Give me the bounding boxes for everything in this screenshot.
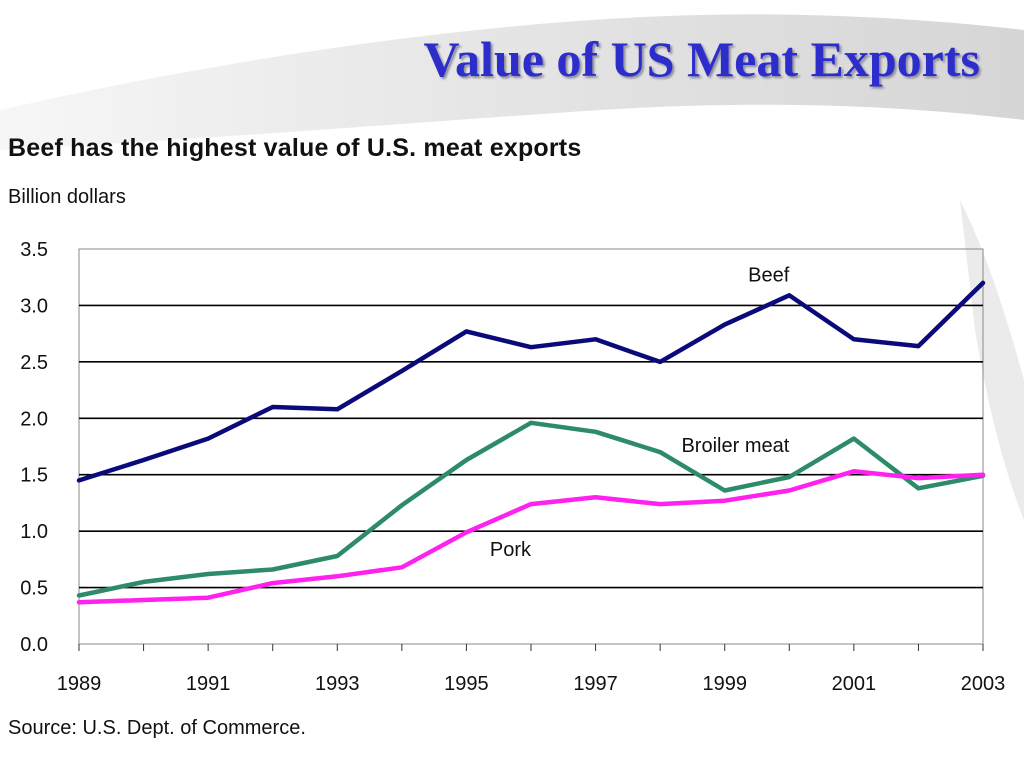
y-tick-label: 1.0 bbox=[20, 521, 48, 543]
series-line-beef bbox=[76, 280, 986, 483]
source-note: Source: U.S. Dept. of Commerce. bbox=[8, 717, 306, 739]
x-tick-label: 1999 bbox=[702, 673, 747, 695]
x-tick-label: 1993 bbox=[315, 673, 360, 695]
series-label-broiler-meat: Broiler meat bbox=[681, 435, 789, 457]
series-label-pork: Pork bbox=[490, 539, 532, 561]
series-label-beef: Beef bbox=[748, 265, 790, 287]
x-tick-label: 1997 bbox=[573, 673, 618, 695]
y-tick-label: 3.0 bbox=[20, 295, 48, 317]
y-tick-label: 0.0 bbox=[20, 634, 48, 656]
series-line-broiler-meat bbox=[76, 420, 986, 598]
y-tick-label: 2.5 bbox=[20, 352, 48, 374]
x-tick-label: 1995 bbox=[444, 673, 489, 695]
y-axis-label: Billion dollars bbox=[8, 186, 126, 208]
y-tick-label: 0.5 bbox=[20, 578, 48, 600]
y-tick-label: 2.0 bbox=[20, 408, 48, 430]
slide-title: Value of US Meat Exports bbox=[423, 31, 980, 87]
chart-title: Beef has the highest value of U.S. meat … bbox=[8, 134, 582, 162]
x-tick-label: 2003 bbox=[961, 673, 1006, 695]
line-chart: 0.0 0.5 1.0 1.5 2.0 2.5 3.0 3.5 1989 1991 1993 1995… bbox=[20, 239, 1006, 695]
y-tick-label: 3.5 bbox=[20, 239, 48, 261]
x-tick-label: 1989 bbox=[57, 673, 102, 695]
x-tick-label: 2001 bbox=[832, 673, 877, 695]
plot-frame bbox=[78, 248, 984, 645]
y-tick-label: 1.5 bbox=[20, 465, 48, 487]
series-line-pork bbox=[76, 469, 986, 605]
x-tick-label: 1991 bbox=[186, 673, 231, 695]
